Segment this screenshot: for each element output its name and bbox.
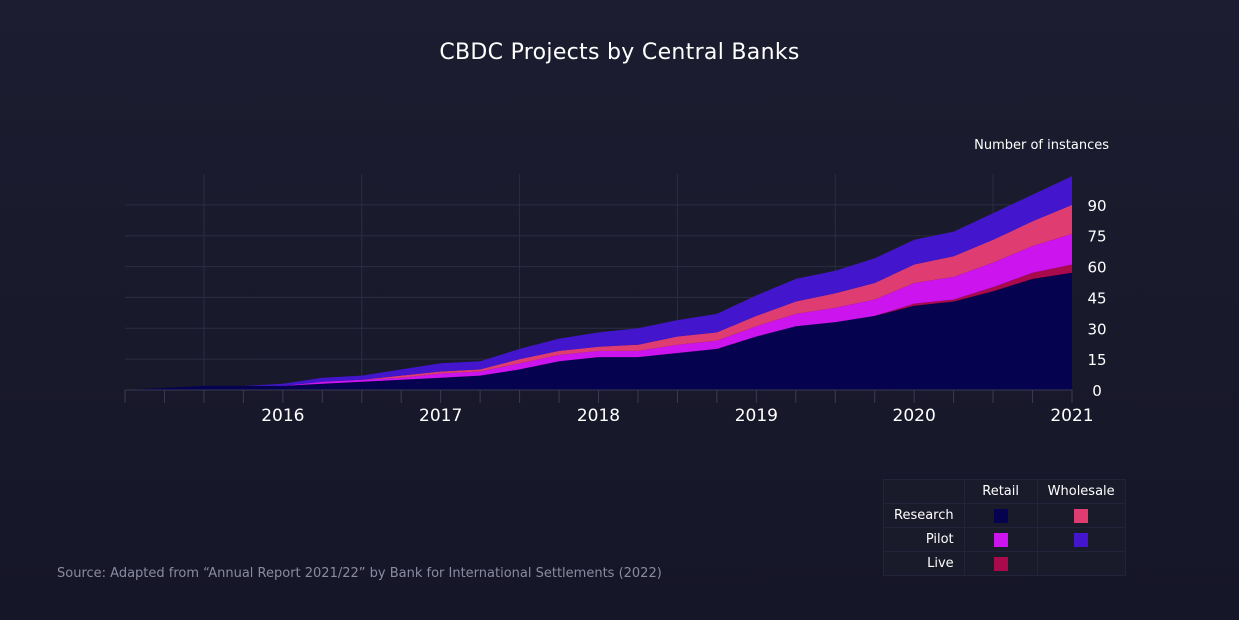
legend-corner <box>883 479 965 504</box>
swatch-pilot-retail <box>993 532 1008 547</box>
y-tick-label: 30 <box>1087 320 1106 338</box>
legend-cell-pilot-wholesale <box>1036 527 1126 552</box>
y-tick-label: 60 <box>1087 259 1106 277</box>
area-pilot-retail <box>125 233 1072 390</box>
x-tick-label: 2017 <box>419 406 462 426</box>
x-tick-label: 2021 <box>1050 406 1093 426</box>
legend-cell-live-wholesale <box>1036 551 1126 576</box>
x-tick-label: 2019 <box>735 406 778 426</box>
y-tick-label: 75 <box>1087 228 1106 246</box>
legend-header-retail: Retail <box>963 479 1038 504</box>
swatch-live-retail <box>993 556 1008 571</box>
y-tick-label: 90 <box>1087 197 1106 215</box>
legend-row-live: Live <box>883 551 965 576</box>
legend-cell-pilot-retail <box>963 527 1038 552</box>
x-tick-label: 2018 <box>577 406 620 426</box>
swatch-research-wholesale <box>1074 508 1089 523</box>
y-tick-label: 45 <box>1087 289 1106 307</box>
legend-table: Retail Wholesale Research Pilot Live <box>883 479 1126 576</box>
legend-cell-research-wholesale <box>1036 503 1126 528</box>
y-axis-label: Number of instances <box>974 138 1109 153</box>
legend-cell-live-retail <box>963 551 1038 576</box>
y-tick-label: 15 <box>1087 351 1106 369</box>
source-note: Source: Adapted from “Annual Report 2021… <box>57 566 662 581</box>
legend-row-pilot: Pilot <box>883 527 965 552</box>
x-tick-label: 2020 <box>893 406 936 426</box>
swatch-pilot-wholesale <box>1074 532 1089 547</box>
x-tick-label: 2016 <box>261 406 304 426</box>
chart-title: CBDC Projects by Central Banks <box>439 40 800 65</box>
area-research-retail <box>125 272 1072 390</box>
swatch-research-retail <box>993 508 1008 523</box>
legend-row-research: Research <box>883 503 965 528</box>
legend-header-wholesale: Wholesale <box>1036 479 1126 504</box>
legend-cell-research-retail <box>963 503 1038 528</box>
y-tick-label: 0 <box>1092 382 1102 400</box>
